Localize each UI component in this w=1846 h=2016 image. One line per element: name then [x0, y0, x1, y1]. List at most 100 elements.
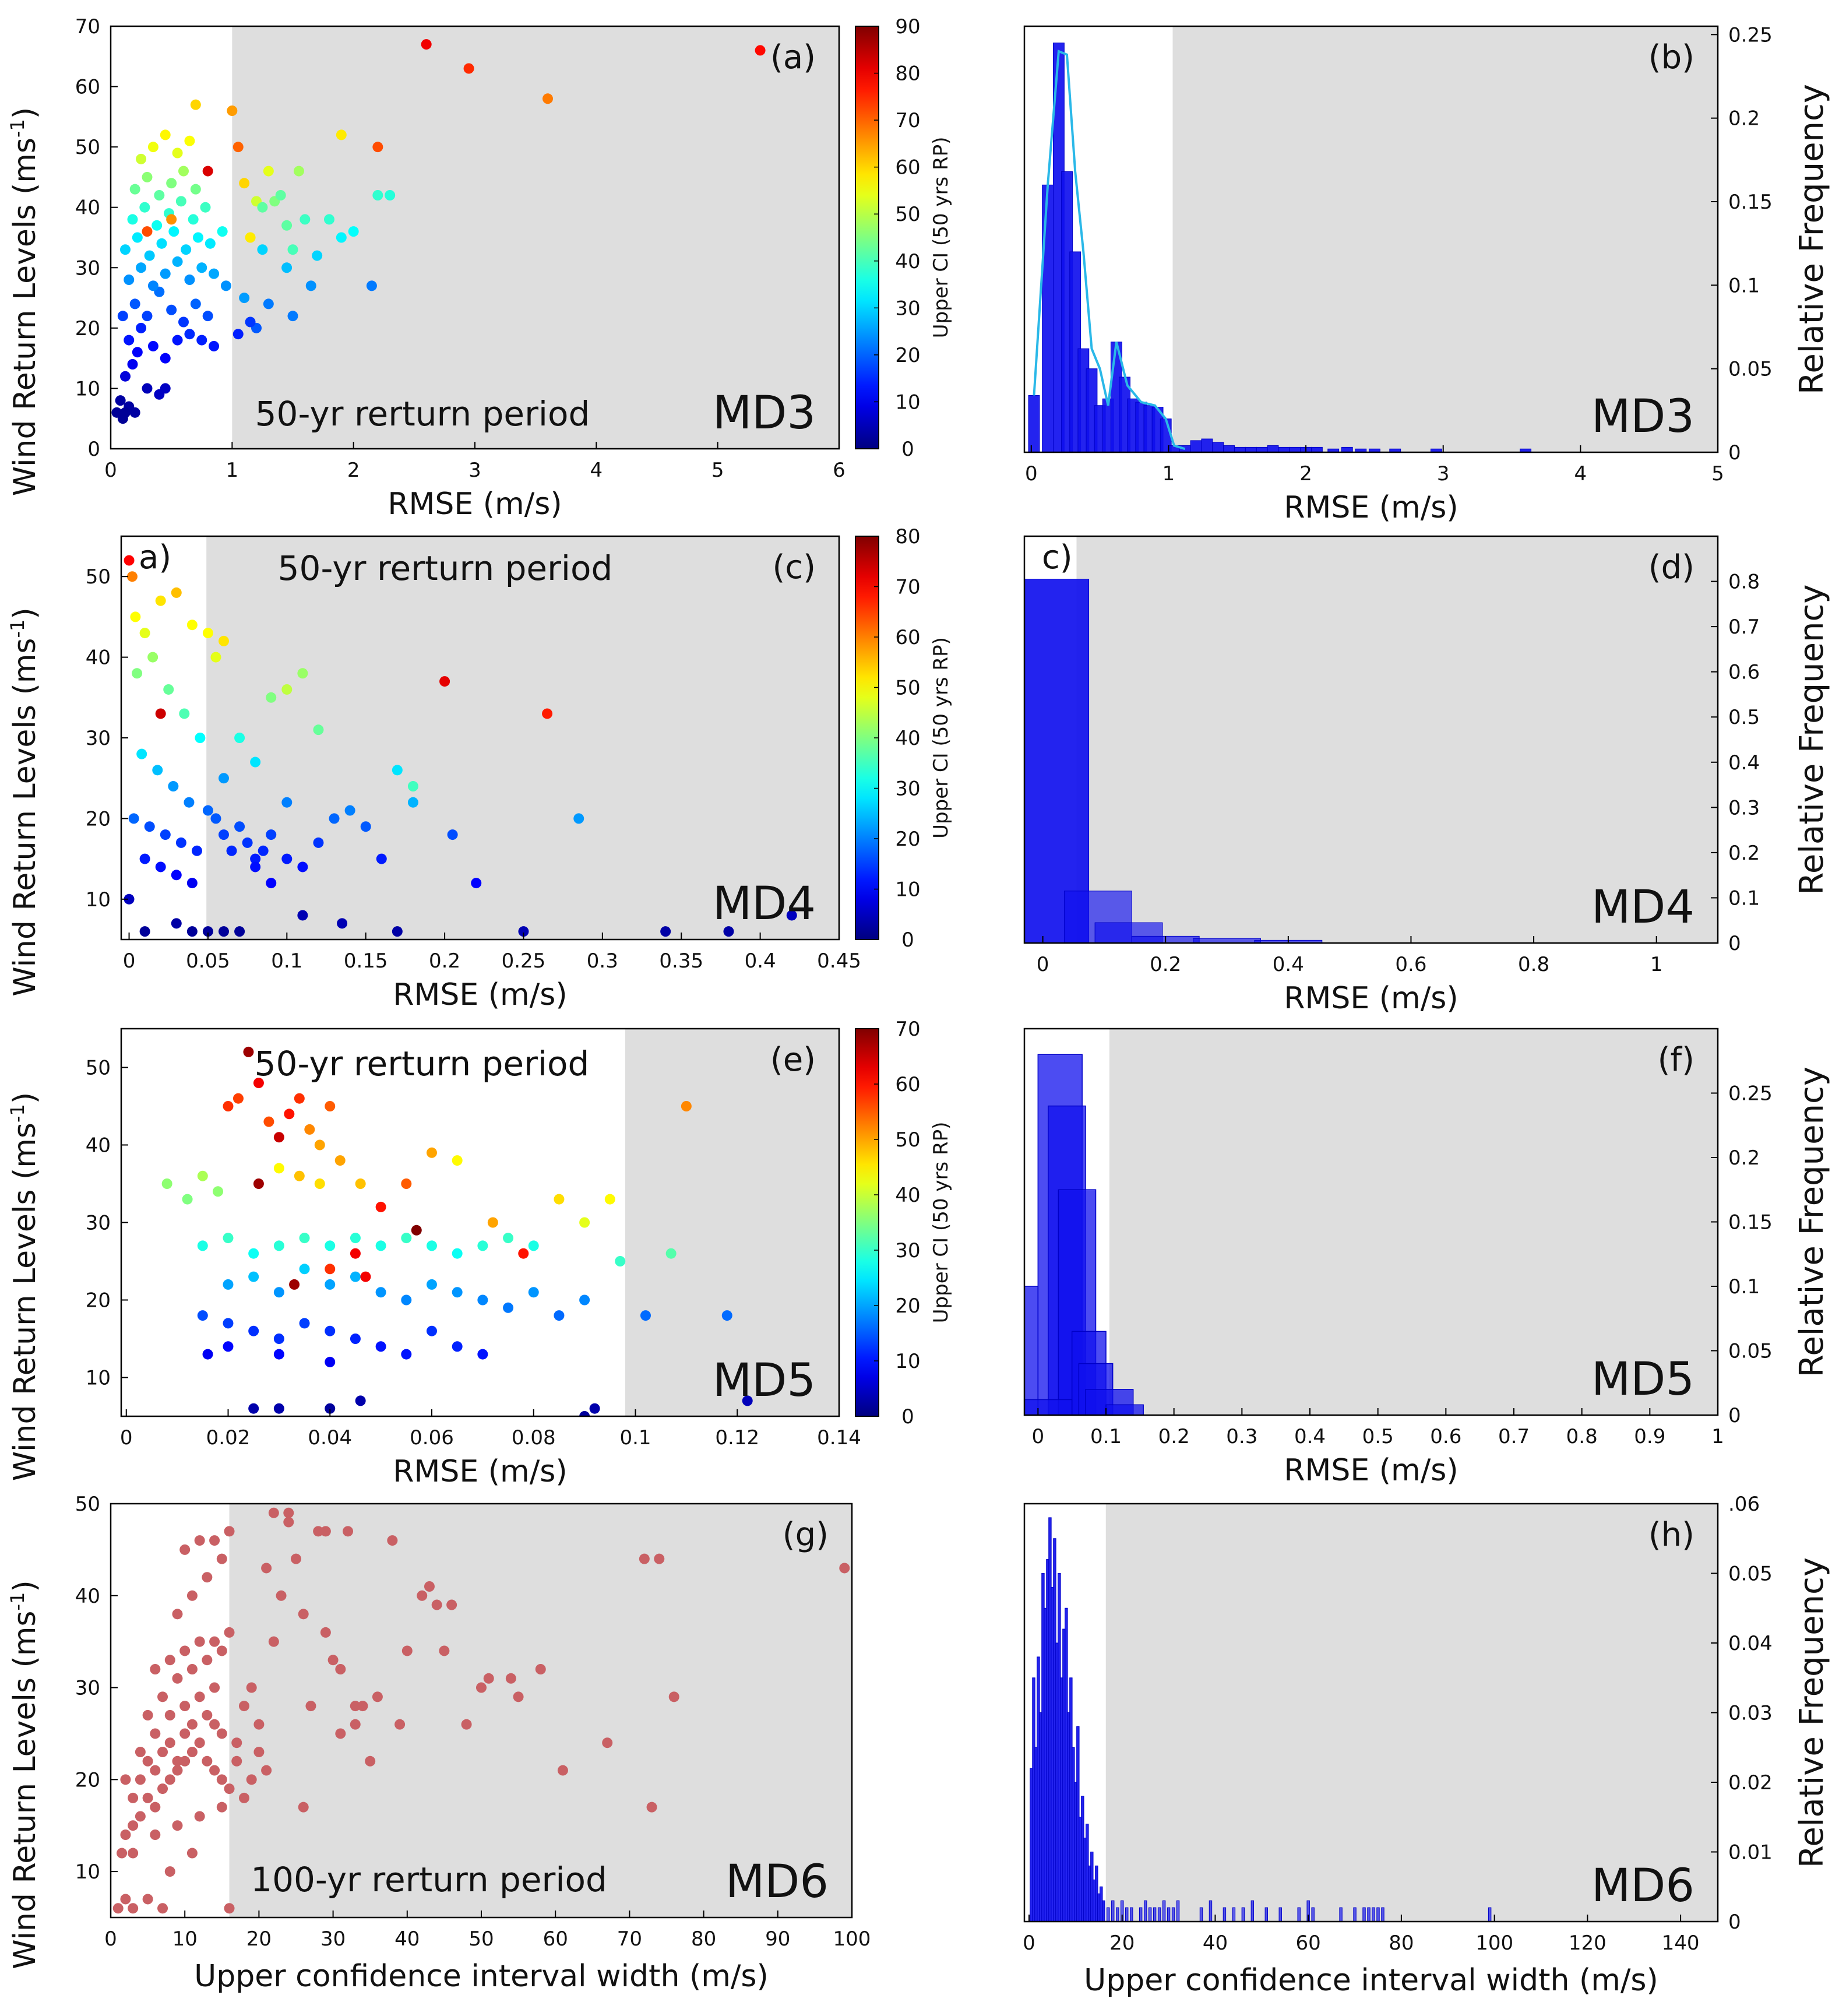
data-point [129, 298, 140, 309]
y-tick-label: 0.1 [1728, 274, 1760, 297]
data-point [268, 1507, 279, 1518]
y-tick-label: 0.05 [1728, 358, 1773, 381]
data-point [505, 1673, 516, 1684]
data-point [186, 1747, 198, 1757]
data-point [313, 724, 324, 736]
data-point [245, 316, 256, 328]
data-point [250, 861, 261, 872]
data-point [602, 1737, 613, 1748]
histogram-bar [1241, 1907, 1245, 1922]
data-point [216, 1774, 227, 1785]
x-tick-label: 50 [468, 1927, 494, 1951]
data-point [197, 1310, 208, 1321]
histogram-bar [1362, 1907, 1366, 1922]
y-axis-label-text: Wind Return Levels (ms [8, 1610, 43, 1969]
data-point [124, 555, 135, 566]
data-point [287, 311, 298, 322]
histogram-bar [1250, 1900, 1255, 1922]
histogram-bar [1341, 446, 1353, 452]
data-point [166, 304, 177, 315]
histogram-bar [1024, 1286, 1039, 1415]
x-tick-label: 100 [1475, 1931, 1513, 1955]
data-point [281, 220, 293, 231]
plot-marks [124, 555, 797, 937]
data-point [325, 1356, 336, 1367]
data-point [157, 1903, 168, 1914]
data-point [154, 190, 165, 200]
x-tick-label: 0.1 [619, 1426, 651, 1449]
histogram-bar [1167, 1907, 1171, 1922]
data-point [266, 692, 277, 703]
data-point [297, 668, 308, 679]
data-point [178, 316, 189, 328]
data-point [297, 910, 308, 921]
x-axis-label: Upper confidence interval width (m/s) [194, 1959, 769, 1994]
data-point [366, 280, 377, 291]
histogram-bar [1245, 446, 1257, 452]
data-point [179, 1544, 191, 1555]
data-point [334, 1155, 346, 1166]
data-point [417, 1590, 428, 1601]
data-point [668, 1691, 679, 1702]
x-tick-label: 0.35 [659, 949, 703, 973]
colorbar-label: Upper CI (50 yrs RP) [929, 1122, 953, 1324]
data-point [573, 813, 584, 824]
x-tick-label: 2 [1299, 462, 1312, 485]
data-point [253, 1078, 264, 1089]
histogram-bar [1111, 1900, 1115, 1922]
colorbar-tick-label: 30 [895, 777, 920, 801]
data-point [202, 1572, 213, 1583]
data-point [250, 757, 261, 768]
data-point [182, 1194, 193, 1205]
data-point [124, 335, 135, 346]
data-point [196, 335, 207, 346]
x-tick-label: 0.4 [1273, 953, 1304, 976]
data-point [477, 1349, 488, 1360]
data-point [300, 214, 311, 225]
colorbar-tick-label: 0 [901, 928, 914, 952]
panel-label: (c) [773, 548, 816, 586]
histogram-bar [1488, 1907, 1492, 1922]
data-point [461, 1719, 472, 1730]
data-point [139, 853, 150, 864]
data-point [273, 1334, 284, 1344]
x-tick-label: 0.04 [308, 1426, 352, 1449]
data-point [355, 1395, 366, 1406]
x-tick-label: 0.3 [587, 949, 618, 973]
data-point [124, 893, 135, 905]
y-axis-label-close: ) [8, 1092, 43, 1104]
data-point [184, 797, 195, 808]
colorbar-tick-label: 70 [895, 1018, 920, 1041]
data-point [128, 1903, 139, 1914]
y-tick-label: 0.3 [1728, 796, 1760, 819]
data-point [275, 190, 286, 200]
data-point [245, 232, 256, 243]
data-point [604, 1194, 615, 1205]
x-axis-label: RMSE (m/s) [393, 977, 567, 1012]
data-point [184, 329, 195, 340]
data-point [246, 1774, 257, 1785]
y-axis-label: Relative Frequency [1793, 1067, 1831, 1377]
data-point [172, 335, 183, 346]
data-point [554, 1310, 565, 1321]
x-tick-label: 70 [617, 1927, 642, 1951]
histogram-bar [1139, 1907, 1143, 1922]
data-point [305, 1701, 316, 1712]
data-point [194, 1535, 205, 1546]
histogram-bar [1143, 1900, 1147, 1922]
colorbar-tick-label: 80 [895, 525, 920, 548]
y-tick-label: 0 [87, 438, 100, 461]
y-tick-label: 50 [86, 565, 111, 589]
x-tick-label: 0.12 [715, 1426, 759, 1449]
data-point [305, 280, 316, 291]
panel-h: 0 20 40 60 80 100 120 140 0 0.01 0.02 0.03 0.04 0.05.… [1023, 1493, 1831, 1998]
data-point [219, 829, 229, 840]
data-point [144, 250, 155, 261]
data-point [376, 853, 387, 864]
data-point [128, 813, 139, 824]
histogram-bar [1105, 1404, 1144, 1415]
data-point [160, 129, 171, 140]
data-point [160, 383, 171, 394]
data-point [261, 1563, 272, 1574]
y-axis-label-close: ) [8, 1580, 43, 1592]
